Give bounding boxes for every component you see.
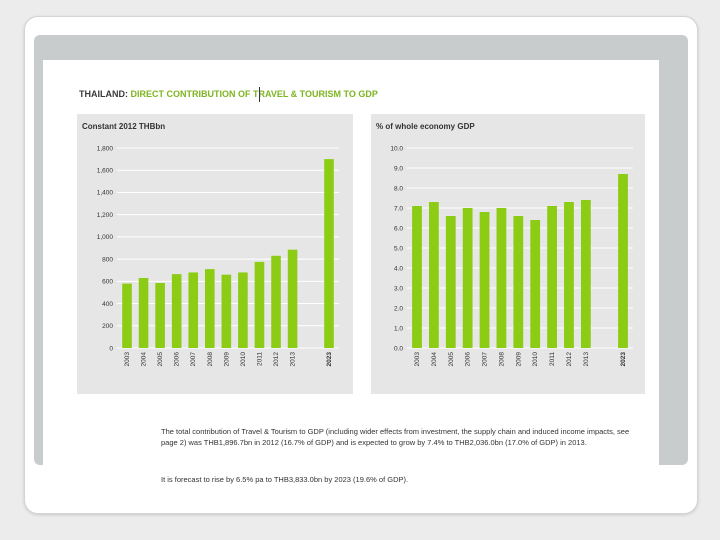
bar-2007 xyxy=(188,272,199,348)
x-tick-label: 2023 xyxy=(326,352,333,367)
y-tick-label: 400 xyxy=(102,301,113,308)
y-tick-label: 5.0 xyxy=(394,245,403,252)
y-tick-label: 800 xyxy=(102,256,113,263)
bar-2013 xyxy=(287,249,298,348)
headline-country: THAILAND: xyxy=(79,89,128,99)
chart-title: Constant 2012 THBbn xyxy=(82,122,166,131)
y-tick-label: 9.0 xyxy=(394,165,403,172)
headline-topic: DIRECT CONTRIBUTION OF TRAVEL & TOURISM … xyxy=(130,89,378,99)
x-tick-label: 2003 xyxy=(414,352,421,367)
bar-2011 xyxy=(254,261,265,348)
caption-paragraph: The total contribution of Travel & Touri… xyxy=(161,427,630,447)
bar-chart-constant-thb: 0 200 400 600 800 1,000 1,200 1,400 1,600 1,800 20… xyxy=(97,145,339,367)
x-tick-label: 2013 xyxy=(290,352,297,367)
bar-2003 xyxy=(122,283,132,348)
bar-2023 xyxy=(618,174,628,348)
chart-title: % of whole economy GDP xyxy=(376,122,475,131)
y-tick-label: 1,200 xyxy=(97,212,114,219)
bar-2008 xyxy=(204,269,215,348)
bar-2005 xyxy=(155,283,165,348)
y-tick-label: 4.0 xyxy=(394,265,403,272)
bar-2007 xyxy=(479,212,490,348)
bar-2005 xyxy=(445,216,456,348)
bar-2004 xyxy=(428,202,439,348)
bar-2009 xyxy=(513,216,524,348)
x-tick-label: 2003 xyxy=(124,352,131,367)
bar-2004 xyxy=(138,278,149,348)
document-image: THAILAND: DIRECT CONTRIBUTION OF TRAVEL … xyxy=(43,60,659,490)
y-tick-label: 1,400 xyxy=(97,190,114,197)
x-tick-label: 2005 xyxy=(448,352,455,367)
x-tick-label: 2004 xyxy=(431,352,438,367)
y-tick-label: 1,800 xyxy=(97,145,114,152)
y-tick-label: 0 xyxy=(109,345,113,352)
bar-2011 xyxy=(547,206,557,348)
y-tick-label: 1.0 xyxy=(394,325,403,332)
chart-panel-constant-thb: Constant 2012 THBbn 0 200 400 600 800 1,000 1,… xyxy=(77,114,353,394)
x-tick-label: 2007 xyxy=(482,352,489,367)
caption-forecast: It is forecast to rise by 6.5% pa to THB… xyxy=(161,475,409,484)
bar-2012 xyxy=(564,202,574,348)
y-tick-label: 10.0 xyxy=(390,145,403,152)
bar-2012 xyxy=(271,255,281,348)
x-tick-label: 2010 xyxy=(240,352,247,367)
text-cursor xyxy=(259,87,260,102)
y-tick-label: 200 xyxy=(102,323,113,330)
y-tick-label: 2.0 xyxy=(394,305,403,312)
x-tick-label: 2009 xyxy=(223,352,230,367)
y-tick-label: 1,600 xyxy=(97,168,114,175)
bar-2023 xyxy=(324,159,334,348)
bar-2003 xyxy=(412,206,422,348)
bar-2010 xyxy=(238,272,248,348)
bar-2008 xyxy=(496,208,507,348)
x-tick-label: 2012 xyxy=(273,352,280,367)
y-tick-label: 8.0 xyxy=(394,185,403,192)
bar-2009 xyxy=(221,274,232,348)
x-tick-label: 2012 xyxy=(566,352,573,367)
bar-2010 xyxy=(530,220,541,348)
x-tick-label: 2004 xyxy=(141,352,148,367)
y-tick-label: 3.0 xyxy=(394,285,403,292)
x-tick-label: 2023 xyxy=(620,352,627,367)
x-tick-label: 2011 xyxy=(549,352,556,366)
x-tick-label: 2006 xyxy=(174,352,181,367)
x-tick-label: 2009 xyxy=(515,352,522,367)
x-tick-label: 2013 xyxy=(583,352,590,367)
bar-2006 xyxy=(171,274,182,348)
bar-2006 xyxy=(462,208,473,348)
chart-panel-pct-gdp: % of whole economy GDP 0.0 1.0 2.0 3.0 4.0 5.… xyxy=(371,114,645,394)
bar-chart-pct-gdp: 0.0 1.0 2.0 3.0 4.0 5.0 6.0 7.0 8.0 9.0 10.0 2003 20… xyxy=(390,145,633,367)
y-tick-label: 1,000 xyxy=(97,234,114,241)
bar-2013 xyxy=(580,200,591,348)
y-tick-label: 7.0 xyxy=(394,205,403,212)
y-tick-label: 600 xyxy=(102,279,113,286)
x-tick-label: 2005 xyxy=(157,352,164,367)
x-tick-label: 2007 xyxy=(190,352,197,367)
x-tick-label: 2011 xyxy=(256,352,263,366)
y-tick-label: 0.0 xyxy=(394,345,403,352)
x-tick-label: 2008 xyxy=(207,352,214,367)
x-tick-label: 2006 xyxy=(465,352,472,367)
x-tick-label: 2008 xyxy=(498,352,505,367)
headline: THAILAND: DIRECT CONTRIBUTION OF TRAVEL … xyxy=(79,89,378,99)
x-tick-label: 2010 xyxy=(532,352,539,367)
y-tick-label: 6.0 xyxy=(394,225,403,232)
